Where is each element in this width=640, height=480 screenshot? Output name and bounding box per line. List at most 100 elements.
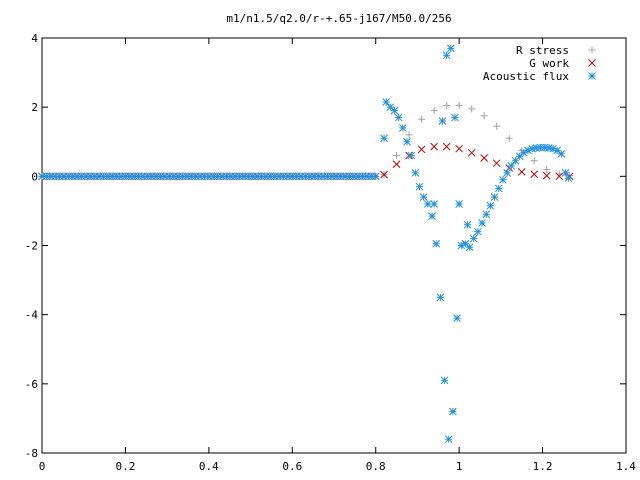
x-tick-label: 1.2 (533, 460, 553, 473)
data-point (561, 169, 570, 177)
plot-border (41, 37, 627, 454)
data-point (419, 193, 428, 201)
data-point (440, 376, 449, 385)
data-point (490, 193, 499, 201)
data-point (446, 44, 455, 53)
x-tick-label: 0.4 (199, 460, 219, 473)
x-tick-label: 0 (39, 460, 46, 473)
data-point (543, 165, 551, 173)
data-point (380, 170, 388, 179)
data-point (463, 220, 472, 229)
data-point (499, 175, 507, 184)
data-point (465, 243, 474, 252)
data-point (461, 239, 470, 248)
data-point (393, 152, 401, 160)
data-point (467, 148, 476, 157)
data-point (542, 171, 551, 180)
y-tick-label: 4 (31, 32, 38, 45)
data-point (386, 103, 395, 112)
data-point (436, 293, 445, 302)
data-point (455, 200, 463, 208)
x-tick-label: 1 (456, 460, 463, 473)
data-point (564, 174, 573, 182)
data-point (380, 134, 388, 143)
data-point (432, 239, 441, 248)
data-point (405, 131, 413, 139)
data-point (492, 159, 501, 168)
data-point (494, 184, 503, 193)
plot-area (38, 44, 574, 444)
data-point (444, 435, 453, 444)
data-point (443, 101, 451, 109)
data-point (407, 151, 416, 160)
data-point (503, 169, 511, 177)
chart-title: m1/n1.5/q2.0/r-+.65-j167/M50.0/256 (226, 12, 451, 25)
data-point (493, 122, 501, 130)
axes: 0 0.2 0.4 0.6 0.8 1 1.2 1.4 -8 -6 -4 -2 0 2 4 (25, 32, 637, 473)
data-point (371, 172, 380, 181)
data-point (430, 142, 438, 151)
series-acoustic-flux (38, 44, 573, 444)
data-point (417, 145, 426, 154)
data-point (451, 113, 459, 122)
data-point (517, 167, 526, 176)
data-point (553, 146, 562, 155)
data-point (424, 200, 432, 208)
legend-marker (588, 59, 596, 67)
data-point (442, 51, 451, 60)
data-point (428, 212, 436, 220)
data-point (438, 117, 447, 125)
data-point (486, 201, 495, 210)
data-point (455, 101, 463, 109)
data-point (515, 152, 524, 161)
data-point (480, 154, 489, 162)
data-point (449, 407, 457, 416)
legend-marker (588, 46, 596, 54)
data-point (455, 144, 463, 153)
data-point (532, 144, 541, 152)
data-point (530, 170, 539, 179)
data-point (382, 98, 390, 106)
data-point (469, 234, 478, 243)
data-point (418, 115, 426, 123)
series-r-stress (38, 101, 574, 180)
data-point (530, 157, 538, 165)
data-point (403, 137, 411, 146)
data-point (442, 142, 451, 151)
y-tick-label: -4 (25, 309, 39, 322)
data-point (430, 107, 438, 115)
data-point (392, 160, 401, 169)
data-point (505, 134, 513, 142)
data-point (430, 200, 438, 208)
x-tick-label: 1.4 (616, 460, 636, 473)
data-point (468, 105, 476, 113)
legend-marker (588, 72, 596, 80)
data-point (478, 219, 486, 227)
legend-label: R stress (516, 44, 569, 57)
legend-label: Acoustic flux (483, 70, 569, 83)
data-point (480, 112, 488, 120)
y-tick-label: 2 (31, 101, 38, 114)
x-tick-label: 0.6 (282, 460, 302, 473)
data-point (390, 106, 399, 115)
legend-label: G work (529, 57, 569, 70)
data-point (482, 210, 491, 219)
data-point (411, 169, 420, 177)
data-point (398, 124, 407, 132)
data-point (507, 162, 516, 170)
data-point (453, 314, 461, 322)
data-point (557, 150, 566, 158)
data-point (555, 172, 564, 181)
x-tick-label: 0.8 (366, 460, 386, 473)
y-tick-label: 0 (31, 170, 38, 183)
x-tick-label: 0.2 (115, 460, 135, 473)
y-tick-label: -2 (25, 240, 38, 253)
data-point (415, 182, 424, 191)
y-tick-label: -8 (25, 447, 38, 460)
data-point (474, 227, 482, 236)
data-point (394, 113, 403, 122)
y-tick-label: -6 (25, 378, 38, 391)
